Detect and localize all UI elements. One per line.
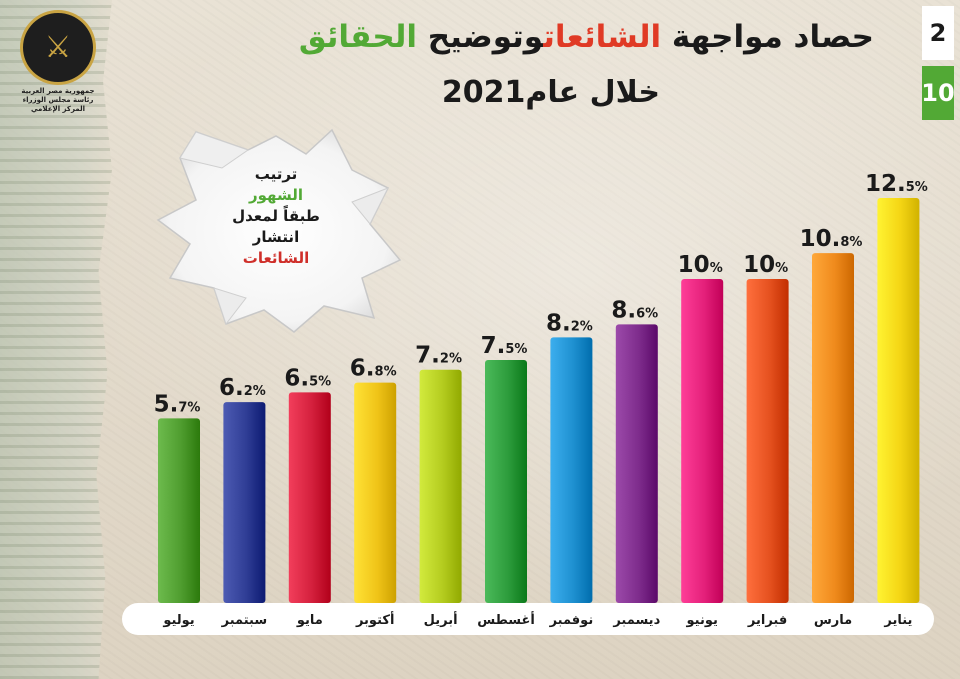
category-label-6: أغسطس: [477, 611, 535, 628]
category-label-11: مارس: [814, 613, 852, 628]
bar-6: [485, 360, 527, 603]
logo: ⚔ جمهورية مصر العربية رئاسة مجلس الوزراء…: [16, 10, 100, 114]
logo-top-text: جمهورية مصر العربية: [21, 87, 95, 95]
page-indicator: 2 10: [921, 6, 955, 120]
bar-9: [681, 279, 724, 603]
logo-bottom-text: المركز الإعلامي: [30, 105, 86, 113]
bar-3: [288, 392, 331, 603]
bar-value-label-5: 7.2%: [415, 343, 462, 369]
title-part1: حصاد مواجهة: [671, 19, 874, 55]
bar-value-label-1: 5.7%: [154, 391, 201, 417]
callout-line4: انتشار: [252, 228, 300, 246]
category-label-7: نوفمبر: [549, 613, 594, 628]
page-subtitle: خلال عام2021: [441, 75, 660, 110]
bar-2: [223, 402, 266, 603]
bar-5: [419, 369, 462, 603]
callout-line1: ترتيب: [254, 165, 298, 183]
title-part3: وتوضيح: [427, 19, 544, 55]
title-part4: الحقائق: [298, 19, 417, 55]
newspaper-collage: [0, 0, 112, 679]
category-label-10: فبراير: [747, 613, 787, 628]
page-current: 2: [922, 6, 954, 60]
title-part2: الشائعات: [543, 19, 662, 55]
bars-group: 5.7% يوليو 6.2% سبتمبر 6.5% مايو 6.8% أكتوبر 7.2…: [154, 171, 928, 628]
category-label-5: أبريل: [424, 611, 458, 628]
callout-line3: طبقاً لمعدل: [232, 207, 320, 225]
bar-1: [158, 418, 200, 603]
callout-line5: الشائعات: [242, 249, 310, 267]
bar-value-label-9: 10%: [678, 252, 723, 278]
bar-value-label-4: 6.8%: [350, 356, 397, 382]
page-total: 10: [921, 66, 955, 120]
bar-11: [812, 253, 854, 603]
page-title: حصاد مواجهة الشائعاتوتوضيح الحقائق: [174, 14, 874, 60]
category-label-2: سبتمبر: [221, 613, 268, 628]
category-strip: [122, 603, 934, 635]
seal-emblem: ⚔: [20, 10, 96, 85]
category-label-8: ديسمبر: [612, 613, 660, 628]
bar-value-label-8: 8.6%: [611, 297, 658, 323]
torn-paper-callout: ترتيب الشهور طبقاً لمعدل انتشار الشائعات: [156, 128, 404, 334]
bar-value-label-6: 7.5%: [481, 333, 528, 359]
logo-mid-text: رئاسة مجلس الوزراء: [22, 96, 94, 104]
category-label-3: مايو: [296, 613, 323, 628]
bar-value-label-7: 8.2%: [546, 310, 593, 336]
eagle-icon: ⚔: [44, 30, 72, 65]
bar-7: [550, 337, 593, 603]
category-label-12: يناير: [883, 613, 912, 628]
bar-12: [877, 198, 920, 603]
callout-text: ترتيب الشهور طبقاً لمعدل انتشار الشائعات: [216, 164, 336, 269]
category-label-4: أكتوبر: [355, 611, 394, 628]
category-label-9: يونيو: [686, 613, 718, 628]
callout-line2: الشهور: [249, 186, 303, 204]
torn-hole-graphic: [156, 128, 402, 333]
bar-8: [615, 324, 658, 603]
bar-10: [746, 279, 789, 603]
bar-value-label-2: 6.2%: [219, 375, 266, 401]
bar-value-label-3: 6.5%: [284, 365, 331, 391]
bar-value-label-11: 10.8%: [800, 226, 863, 252]
category-label-1: يوليو: [162, 613, 194, 628]
bar-4: [354, 382, 397, 603]
bar-value-label-12: 12.5%: [865, 171, 928, 197]
logo-text: جمهورية مصر العربية رئاسة مجلس الوزراء ا…: [21, 87, 94, 114]
bar-value-label-10: 10%: [743, 252, 788, 278]
